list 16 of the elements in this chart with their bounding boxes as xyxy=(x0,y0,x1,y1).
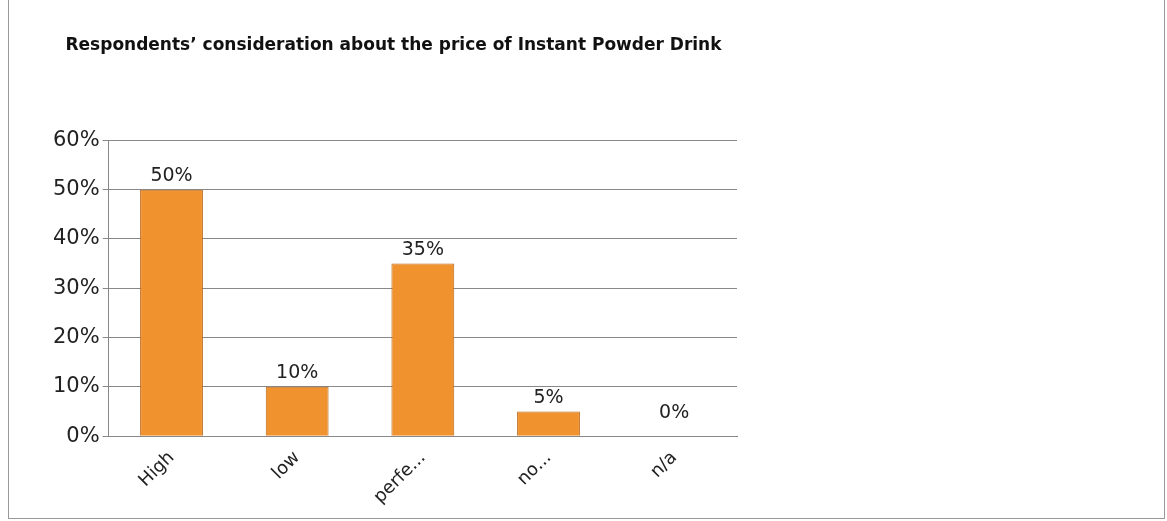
chart-title: Respondents’ consideration about the price of Instant Powder Drink xyxy=(65,33,723,54)
y-tick-label: 50% xyxy=(52,176,100,201)
data-label: 35% xyxy=(401,237,444,260)
data-label: 0% xyxy=(659,399,690,422)
y-tick-label: 10% xyxy=(52,373,100,398)
y-tick-label: 0% xyxy=(66,422,100,447)
y-tick-label: 60% xyxy=(52,126,100,151)
x-tick-label: n/a xyxy=(645,446,681,482)
x-tick-label: low xyxy=(266,446,304,483)
y-tick-label: 20% xyxy=(52,324,100,349)
x-tick-label: no... xyxy=(512,446,555,489)
y-tick-label: 30% xyxy=(52,274,100,299)
data-label: 10% xyxy=(276,360,319,383)
data-label: 50% xyxy=(150,163,193,186)
y-tick-label: 40% xyxy=(52,225,100,250)
data-label: 5% xyxy=(533,384,564,407)
